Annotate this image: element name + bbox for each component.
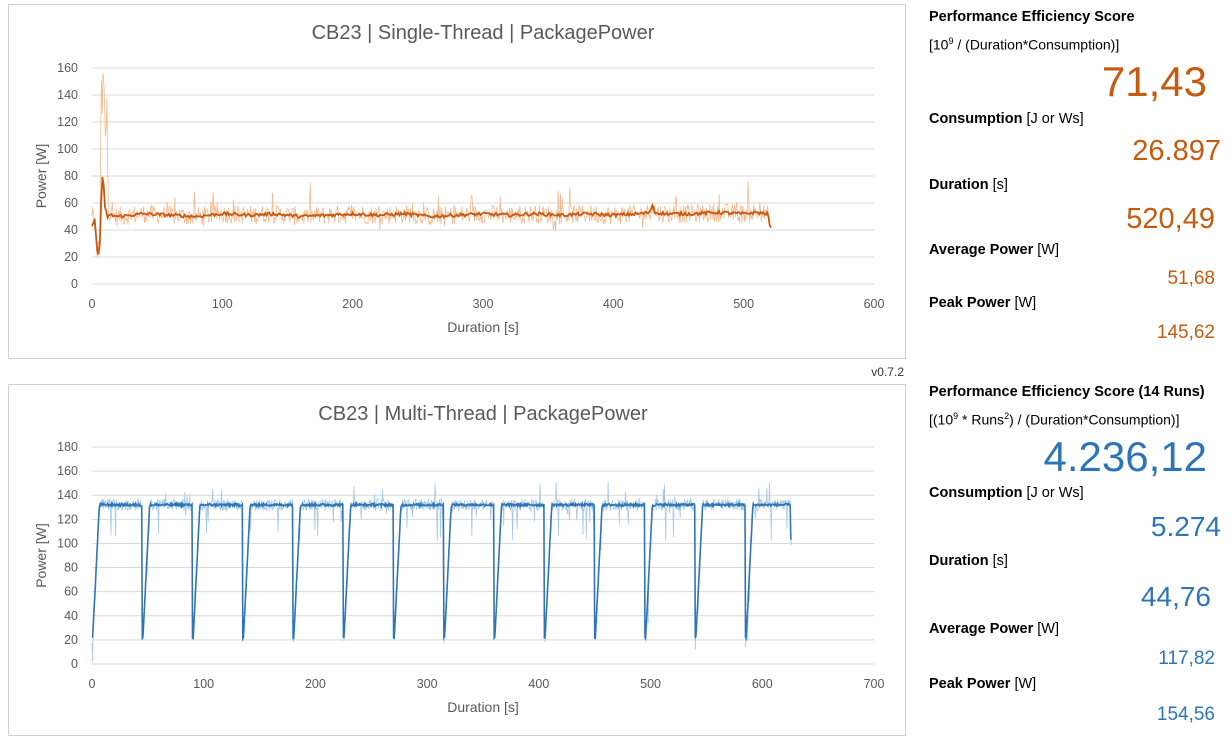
y-tick-label: 140 [57,88,78,102]
consumption-value: 26.897 [1132,134,1221,167]
multi-thread-chart-panel: CB23 | Multi-Thread | PackagePower 0 20 40 6… [8,384,906,736]
x-tick-label: 300 [473,297,494,311]
score-title: Performance Efficiency Score [929,9,1135,25]
x-tick-label: 400 [603,297,624,311]
duration-value: 44,76 [1140,580,1211,612]
y-tick-label: 20 [64,250,78,264]
x-tick-label: 100 [212,297,233,311]
y-axis-label: Power [W] [33,144,49,209]
score-formula: [109 / (Duration*Consumption)] [929,36,1120,53]
y-tick-label: 60 [64,585,78,599]
y-tick-label: 160 [57,464,78,478]
x-tick-label: 700 [864,677,885,691]
x-tick-label: 600 [752,677,773,691]
y-tick-label: 40 [64,609,78,623]
score-value: 71,43 [1101,57,1207,105]
x-tick-label: 500 [640,677,661,691]
chart-title: CB23 | Single-Thread | PackagePower [312,22,655,44]
x-tick-label: 200 [305,677,326,691]
peak-power-label: Peak Power [W] [929,294,1037,311]
x-tick-label: 0 [89,297,96,311]
average-power-value: 51,68 [1167,267,1215,289]
y-axis-label: Power [W] [33,523,49,588]
x-axis-label: Duration [s] [447,699,519,715]
multi-thread-stats: Performance Efficiency Score (14 Runs) [… [929,381,1227,728]
y-tick-label: 80 [64,169,78,183]
peak-power-value: 154,56 [1156,703,1215,725]
raw-power-trace [91,73,770,258]
consumption-value: 5.274 [1150,510,1221,542]
x-axis-label: Duration [s] [447,319,519,335]
peak-power-value: 145,62 [1156,321,1215,343]
y-tick-label: 20 [64,633,78,647]
average-power-value: 117,82 [1158,647,1215,669]
chart-title: CB23 | Multi-Thread | PackagePower [318,403,648,425]
x-tick-label: 600 [864,297,885,311]
duration-label: Duration [s] [929,176,1008,193]
score-title: Performance Efficiency Score (14 Runs) [929,384,1205,400]
y-tick-label: 80 [64,561,78,575]
y-tick-label: 140 [57,488,78,502]
y-tick-label: 180 [57,440,78,454]
score-formula: [(109 * Runs2) / (Duration*Consumption)] [929,411,1180,428]
y-tick-label: 100 [57,142,78,156]
x-tick-label: 200 [342,297,363,311]
y-tick-label: 120 [57,512,78,526]
raw-power-trace [91,481,792,662]
x-tick-label: 300 [417,677,438,691]
average-power-line [91,176,772,255]
single-thread-chart: CB23 | Single-Thread | PackagePower 0 20 40… [33,22,885,335]
y-tick-label: 160 [57,61,78,75]
duration-label: Duration [s] [929,552,1008,569]
duration-value: 520,49 [1126,202,1215,235]
consumption-label: Consumption [J or Ws] [929,110,1084,127]
x-tick-label: 100 [193,677,214,691]
x-tick-label: 0 [89,677,96,691]
x-tick-label: 400 [528,677,549,691]
peak-power-label: Peak Power [W] [929,675,1037,692]
score-value: 4.236,12 [1043,432,1208,480]
single-thread-chart-panel: CB23 | Single-Thread | PackagePower 0 20 40… [8,4,906,359]
multi-thread-chart: CB23 | Multi-Thread | PackagePower 0 20 40 6… [33,403,885,715]
y-tick-label: 0 [71,277,78,291]
single-thread-stats: Performance Efficiency Score [109 / (Dur… [929,6,1227,346]
y-tick-label: 100 [57,536,78,550]
y-tick-label: 0 [71,657,78,671]
y-tick-label: 40 [64,223,78,237]
x-tick-label: 500 [733,297,754,311]
average-power-line [91,500,793,642]
version-label: v0.7.2 [871,365,904,379]
y-tick-label: 60 [64,196,78,210]
consumption-label: Consumption [J or Ws] [929,484,1084,501]
y-tick-label: 120 [57,115,78,129]
average-power-label: Average Power [W] [929,241,1060,258]
average-power-label: Average Power [W] [929,620,1060,637]
